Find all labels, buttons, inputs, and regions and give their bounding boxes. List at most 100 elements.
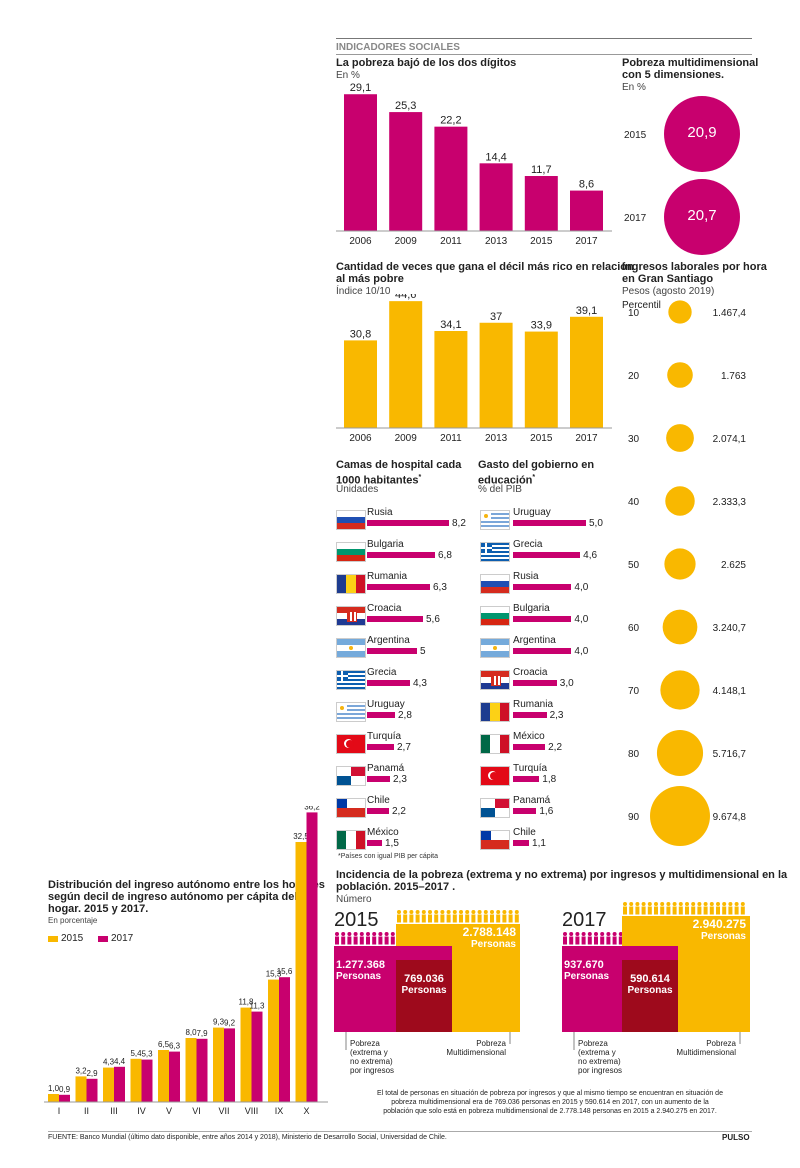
dist-value-label: 36,2: [304, 806, 320, 811]
person-icon: [629, 906, 634, 915]
dist-bar-2017: [169, 1051, 180, 1102]
dist-value-label: 6,3: [169, 1042, 181, 1051]
percentil-label-10: 10: [628, 308, 640, 319]
camas-bar: [367, 712, 395, 718]
dist-bar-2017: [224, 1028, 235, 1102]
pobreza-category-label: 2009: [395, 236, 418, 247]
camas-country-label: México: [367, 827, 399, 838]
gasto-country-label: Rusia: [513, 571, 539, 582]
person-icon: [654, 906, 658, 915]
person-icon: [660, 902, 665, 906]
inc-label-ingresos: Pobreza: [578, 1039, 608, 1048]
ingresos-title-2: en Gran Santiago: [622, 273, 714, 285]
dist-value-label: 2,9: [86, 1069, 98, 1078]
decil-category-label: 2009: [395, 433, 418, 444]
inc-ingresos-personas: Personas: [564, 971, 609, 982]
person-icon: [446, 914, 451, 923]
person-icon: [697, 906, 702, 915]
person-icon: [647, 906, 652, 915]
camas-country-label: Grecia: [367, 667, 397, 678]
gasto-bar: [513, 552, 581, 558]
argentina-flag-icon: [336, 638, 366, 658]
gasto-value-label: 4,0: [574, 614, 589, 625]
gasto-value-label: 1,1: [532, 838, 546, 849]
mexico-flag-icon: [336, 830, 366, 850]
person-icon: [666, 906, 671, 915]
dist-bar-2015: [268, 979, 279, 1102]
inc-label-ingresos: Pobreza: [350, 1039, 380, 1048]
decil-value-label: 34,1: [440, 319, 461, 331]
bulgaria-flag-icon: [336, 542, 366, 562]
camas-country-label: Rumania: [367, 571, 408, 582]
inc-label-multi: Multidimensional: [446, 1048, 506, 1057]
camas-bar: [367, 776, 390, 782]
gasto-bar: [513, 776, 540, 782]
camas-country-label: Turquía: [367, 731, 402, 742]
pobreza-bar: [479, 163, 513, 231]
person-icon: [514, 914, 519, 923]
gasto-country-label: Uruguay: [513, 507, 551, 518]
person-icon: [641, 906, 646, 915]
gasto-value-label: 4,6: [583, 550, 598, 561]
person-icon: [703, 902, 708, 906]
gasto-value-label: 5,0: [589, 518, 603, 529]
person-icon: [415, 910, 420, 914]
multidim-value-2015: 20,9: [687, 124, 717, 141]
decil-bar: [479, 322, 513, 428]
dist-value-label: 8,0: [185, 1028, 197, 1037]
ingresos-value-label: 5.716,7: [713, 749, 747, 760]
person-icon: [728, 906, 733, 915]
person-icon: [347, 932, 352, 936]
person-icon: [335, 932, 339, 936]
person-icon: [740, 902, 745, 906]
gasto-value-label: 4,0: [574, 582, 589, 593]
ingresos-value-label: 1.763: [721, 371, 746, 382]
person-icon: [366, 936, 370, 945]
dist-bar-2015: [48, 1094, 59, 1102]
gasto-country-label: México: [513, 731, 545, 742]
person-icon: [514, 910, 519, 914]
camas-country-label: Argentina: [367, 635, 410, 646]
person-icon: [672, 906, 677, 915]
inc-note: El total de personas en situación de pob…: [360, 1089, 740, 1116]
dist-bar-2015: [213, 1027, 224, 1102]
pobreza-title: La pobreza bajó de los dos dígitos: [336, 57, 517, 69]
person-icon: [366, 932, 370, 936]
chile-flag-icon: [336, 798, 366, 818]
rusia-flag-icon: [480, 574, 510, 594]
ingresos-title-1: Ingresos laborales por hora: [622, 261, 767, 273]
person-icon: [477, 914, 482, 923]
person-icon: [600, 936, 605, 945]
decil-value-label: 44,6: [395, 294, 416, 301]
person-icon: [502, 914, 507, 923]
person-icon: [563, 932, 567, 936]
ingresos-value-label: 2.333,3: [713, 497, 747, 508]
dist-bar-2015: [103, 1067, 114, 1102]
decil-value-label: 37: [490, 311, 502, 323]
croacia-flag-icon: [480, 670, 510, 690]
gasto-bar: [513, 744, 546, 750]
person-icon: [359, 932, 364, 936]
multidim-circle-2015: [664, 96, 740, 172]
camas-bar: [367, 680, 410, 686]
inc-unit: Número: [336, 894, 372, 905]
person-icon: [581, 932, 586, 936]
percentil-label-80: 80: [628, 749, 640, 760]
person-icon: [734, 902, 739, 906]
pobreza-category-label: 2017: [575, 236, 598, 247]
person-icon: [446, 910, 451, 914]
person-icon: [716, 902, 720, 906]
dist-grouped-bar-chart: 1,0 0,9 I 3,2 2,9 II 4,3 4,4 III 5,4 5,3 IV 6,5 6,3 V 8…: [44, 806, 328, 1116]
gasto-value-label: 2,2: [548, 742, 563, 753]
person-icon: [606, 936, 611, 945]
person-icon: [623, 902, 627, 906]
gasto-value-label: 1,6: [539, 806, 554, 817]
person-icon: [459, 914, 463, 923]
rumania-flag-icon: [336, 574, 366, 594]
person-icon: [618, 936, 623, 945]
inc-label-ingresos: no extrema): [578, 1057, 621, 1066]
person-icon: [575, 932, 580, 936]
person-icon: [502, 910, 507, 914]
dist-category-label: III: [110, 1106, 118, 1116]
person-icon: [496, 910, 501, 914]
